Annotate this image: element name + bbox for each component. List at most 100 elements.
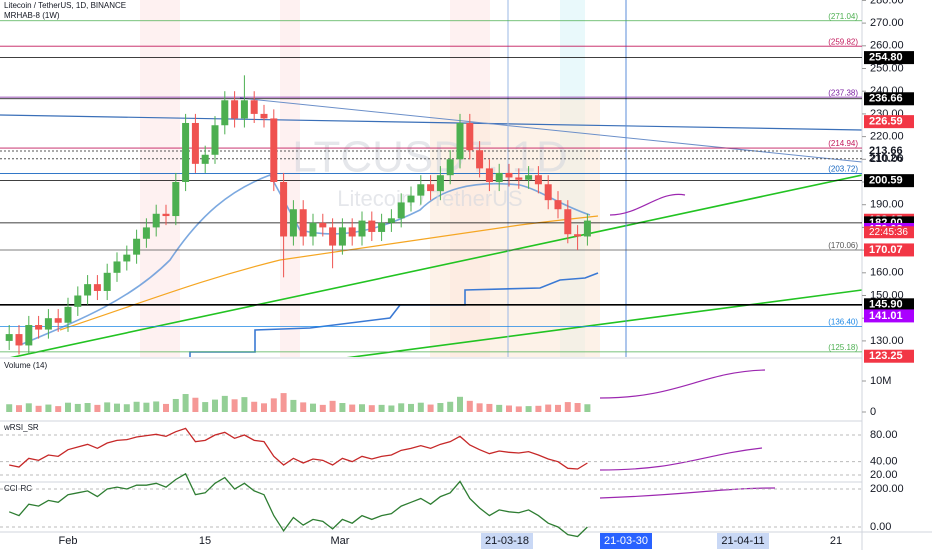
volume-bar: [564, 402, 571, 412]
candle-body: [476, 150, 484, 169]
candle-body: [299, 209, 307, 237]
volume-bar: [290, 399, 297, 412]
candle-body: [270, 118, 278, 182]
y-tick-label: 200.00: [870, 483, 904, 495]
candle-body: [387, 218, 395, 223]
volume-bar: [212, 399, 218, 412]
volume-bar: [84, 403, 91, 412]
candle-body: [64, 306, 72, 323]
candle-body: [446, 159, 454, 176]
volume-bar: [515, 406, 522, 412]
candle-body: [25, 325, 33, 346]
volume-bar: [231, 399, 238, 412]
x-tick-label: 21: [830, 535, 842, 547]
candle-body: [495, 172, 503, 182]
volume-bar: [104, 402, 111, 412]
price-tag: [864, 298, 914, 312]
volume-bar: [506, 405, 512, 412]
candle-body: [564, 209, 572, 235]
price-tag-label: 123.25: [869, 350, 903, 362]
price-tag-label: 200.59: [869, 175, 903, 187]
volume-bar: [172, 398, 179, 412]
x-label-bg: [481, 533, 533, 549]
price-tag-label: 170.07: [869, 244, 903, 256]
price-tag: [864, 92, 914, 106]
volume-bar: [280, 393, 287, 412]
volume-bar: [153, 401, 160, 412]
candle-body: [515, 177, 523, 180]
candle-body: [407, 195, 415, 203]
volume-bar: [525, 406, 532, 412]
countdown: 22:45:36: [869, 227, 908, 238]
candle-body: [133, 238, 141, 255]
candle-body: [113, 261, 121, 273]
y-tick-label: 40.00: [870, 456, 898, 468]
candle-body: [329, 227, 337, 246]
candle-body: [378, 222, 386, 232]
volume-bar: [437, 403, 444, 412]
candle-body: [319, 222, 327, 228]
volume-bar: [555, 404, 561, 412]
y-tick-label: 0.00: [870, 521, 891, 533]
level-label: (271.04): [828, 12, 858, 21]
volume-bar: [182, 394, 189, 412]
volume-bar: [114, 403, 120, 412]
countdown-bg: [864, 226, 914, 239]
candle-body: [74, 295, 82, 307]
price-tag-label: 213.66: [869, 145, 903, 157]
volume-bar: [368, 405, 375, 412]
volume-bar: [447, 401, 454, 412]
volume-bar: [310, 403, 316, 412]
y-tick-label: 280.00: [870, 0, 904, 6]
candle-body: [260, 113, 268, 119]
candle-body: [123, 254, 131, 262]
volume-bar: [123, 404, 130, 412]
volume-bar: [378, 404, 385, 412]
x-tick-label: 21-03-18: [485, 535, 529, 547]
x-tick-label: 21-04-11: [721, 535, 764, 547]
price-pane: (271.04) (259.82) (237.38) (214.94) (203.72)…: [0, 12, 862, 355]
candle-body: [534, 175, 542, 185]
candle-body: [544, 184, 552, 201]
annotation-arrow: [599, 487, 776, 499]
y-tick-label: 0: [870, 406, 876, 418]
candle-body: [358, 220, 366, 237]
level-label: (203.72): [828, 165, 858, 174]
y-tick-label: 20.00: [870, 469, 898, 481]
volume-bar: [359, 404, 365, 412]
volume-bar: [6, 404, 13, 412]
volume-bar: [535, 405, 542, 412]
price-tag-label: 145.90: [869, 299, 903, 311]
volume-bar: [35, 405, 42, 412]
candle-body: [152, 213, 160, 228]
candle-body: [427, 184, 435, 192]
x-tick-label: Mar: [331, 535, 350, 547]
x-tick-label: 15: [199, 535, 211, 547]
candle-body: [5, 334, 13, 341]
volume-bar: [388, 405, 395, 412]
volume-bar: [261, 403, 267, 412]
price-tag-label: 254.80: [869, 52, 903, 64]
candle-body: [436, 175, 444, 192]
candle-body: [466, 122, 474, 151]
volume-bar: [417, 402, 424, 412]
candle-body: [574, 234, 582, 237]
candle-body: [505, 172, 513, 178]
level-label: (136.40): [828, 317, 858, 326]
y-tick-label: 250.00: [870, 62, 904, 74]
candle-body: [348, 227, 356, 237]
volume-bar: [221, 395, 228, 412]
candle-body: [250, 100, 258, 114]
volume-bar: [45, 404, 52, 412]
y-tick-label: 220.00: [870, 131, 904, 143]
volume-bar: [55, 406, 62, 412]
candle-body: [221, 100, 229, 126]
candle-body: [103, 272, 111, 291]
price-tag: [864, 309, 914, 323]
x-tick-label: 21-03-30: [604, 535, 648, 547]
volume-bar: [408, 403, 414, 412]
volume-bar: [466, 400, 473, 412]
candle-body: [201, 154, 209, 164]
candle-body: [309, 222, 317, 237]
candle-body: [368, 220, 376, 232]
